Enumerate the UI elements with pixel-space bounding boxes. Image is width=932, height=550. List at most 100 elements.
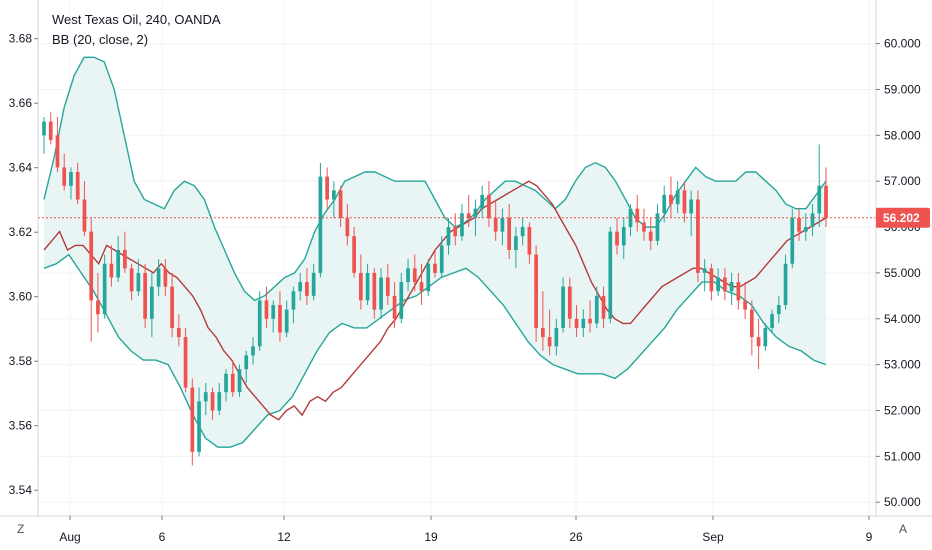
- candle-89: [642, 208, 646, 241]
- candle-body-34: [271, 305, 276, 319]
- candle-20: [176, 314, 181, 347]
- candle-body-78: [567, 286, 572, 319]
- candle-61: [453, 213, 458, 246]
- candle-body-62: [460, 213, 464, 237]
- candle-80: [581, 309, 586, 338]
- candle-57: [426, 259, 431, 296]
- right-axis-ticks: 50.00051.00052.00053.00054.00055.00056.0…: [876, 37, 921, 509]
- candle-body-30: [244, 355, 249, 370]
- candle-body-70: [514, 236, 518, 250]
- candle-116: [824, 167, 828, 228]
- candle-70: [514, 227, 518, 269]
- candle-93: [669, 176, 673, 218]
- candle-body-57: [426, 263, 431, 292]
- candle-110: [783, 254, 788, 310]
- left-tick-label-4: 3.62: [9, 225, 33, 239]
- candle-96: [689, 190, 694, 237]
- candle-body-67: [493, 217, 498, 232]
- candle-body-79: [574, 318, 579, 328]
- candle-109: [776, 295, 781, 324]
- candle-body-71: [520, 227, 525, 237]
- candle-body-112: [797, 217, 801, 232]
- left-tick-label-0: 3.54: [9, 483, 33, 497]
- auto-scale-icon[interactable]: A: [899, 522, 908, 536]
- zoom-icon[interactable]: Z: [17, 522, 25, 536]
- candle-body-16: [150, 286, 154, 319]
- candle-102: [729, 272, 734, 306]
- candle-body-111: [790, 217, 795, 264]
- candle-74: [541, 291, 545, 351]
- current-price-label: 56.202: [876, 207, 930, 228]
- candle-body-100: [716, 277, 720, 292]
- candle-73: [534, 245, 538, 342]
- candle-body-44: [338, 190, 343, 218]
- candle-body-24: [203, 392, 208, 402]
- candle-body-17: [156, 268, 161, 287]
- candle-16: [150, 272, 154, 338]
- candle-body-48: [365, 272, 370, 301]
- bollinger-lower-band: [43, 253, 827, 448]
- left-tick-label-3: 3.60: [9, 290, 33, 304]
- candle-body-63: [466, 213, 471, 218]
- candle-body-97: [696, 199, 700, 273]
- candle-45: [345, 204, 350, 246]
- axes: [0, 0, 932, 517]
- candle-body-13: [129, 268, 134, 292]
- candle-body-84: [608, 231, 613, 319]
- time-axis-ticks: Aug 6 12 19 26 Sep 9: [59, 516, 873, 544]
- candle-body-72: [527, 227, 532, 255]
- candle-59: [439, 236, 444, 278]
- current-price-value: 56.202: [883, 211, 920, 225]
- candle-60: [446, 217, 451, 255]
- candle-12: [123, 231, 127, 273]
- candle-body-68: [500, 217, 505, 232]
- candle-body-26: [217, 392, 222, 411]
- candle-31: [251, 337, 255, 365]
- candle-22: [190, 378, 195, 466]
- candle-body-109: [776, 305, 781, 315]
- candle-13: [129, 263, 134, 301]
- candle-body-35: [278, 305, 282, 333]
- candle-21: [183, 327, 188, 393]
- candle-88: [635, 194, 640, 232]
- candle-body-49: [372, 272, 377, 310]
- candle-body-65: [480, 194, 485, 209]
- candle-body-85: [615, 231, 619, 246]
- candle-58: [433, 249, 437, 278]
- candle-body-31: [251, 346, 255, 356]
- candle-body-38: [298, 282, 303, 292]
- candle-body-8: [96, 300, 100, 315]
- candle-35: [278, 291, 282, 342]
- candle-112: [797, 208, 801, 241]
- right-tick-label-2: 52.000: [884, 404, 921, 418]
- right-tick-label-9: 59.000: [884, 82, 921, 96]
- candle-94: [675, 181, 680, 214]
- candle-33: [264, 286, 269, 328]
- candle-79: [574, 305, 579, 338]
- left-tick-label-7: 3.68: [9, 32, 33, 46]
- candle-2: [55, 116, 60, 172]
- candle-body-106: [756, 337, 761, 347]
- candle-81: [588, 300, 592, 333]
- candle-85: [615, 217, 619, 255]
- time-tick-label-1: 6: [159, 530, 166, 544]
- candle-90: [648, 217, 653, 250]
- candle-38: [298, 272, 303, 301]
- candle-body-11: [116, 249, 121, 278]
- candle-53: [399, 272, 404, 324]
- candle-43: [332, 181, 336, 218]
- candle-10: [109, 245, 114, 287]
- candle-65: [480, 185, 485, 218]
- candle-body-51: [385, 277, 390, 296]
- indicator-label: BB (20, close, 2): [52, 32, 149, 47]
- candle-105: [749, 300, 754, 356]
- candle-body-98: [702, 268, 707, 273]
- candle-body-39: [305, 282, 309, 296]
- candle-body-114: [810, 213, 815, 228]
- candle-72: [527, 222, 532, 264]
- chart-legend: West Texas Oil, 240, OANDA BB (20, close…: [52, 10, 221, 50]
- left-tick-label-1: 3.56: [9, 419, 33, 433]
- candle-69: [507, 204, 512, 260]
- candle-29: [237, 364, 242, 397]
- candle-body-76: [554, 327, 559, 347]
